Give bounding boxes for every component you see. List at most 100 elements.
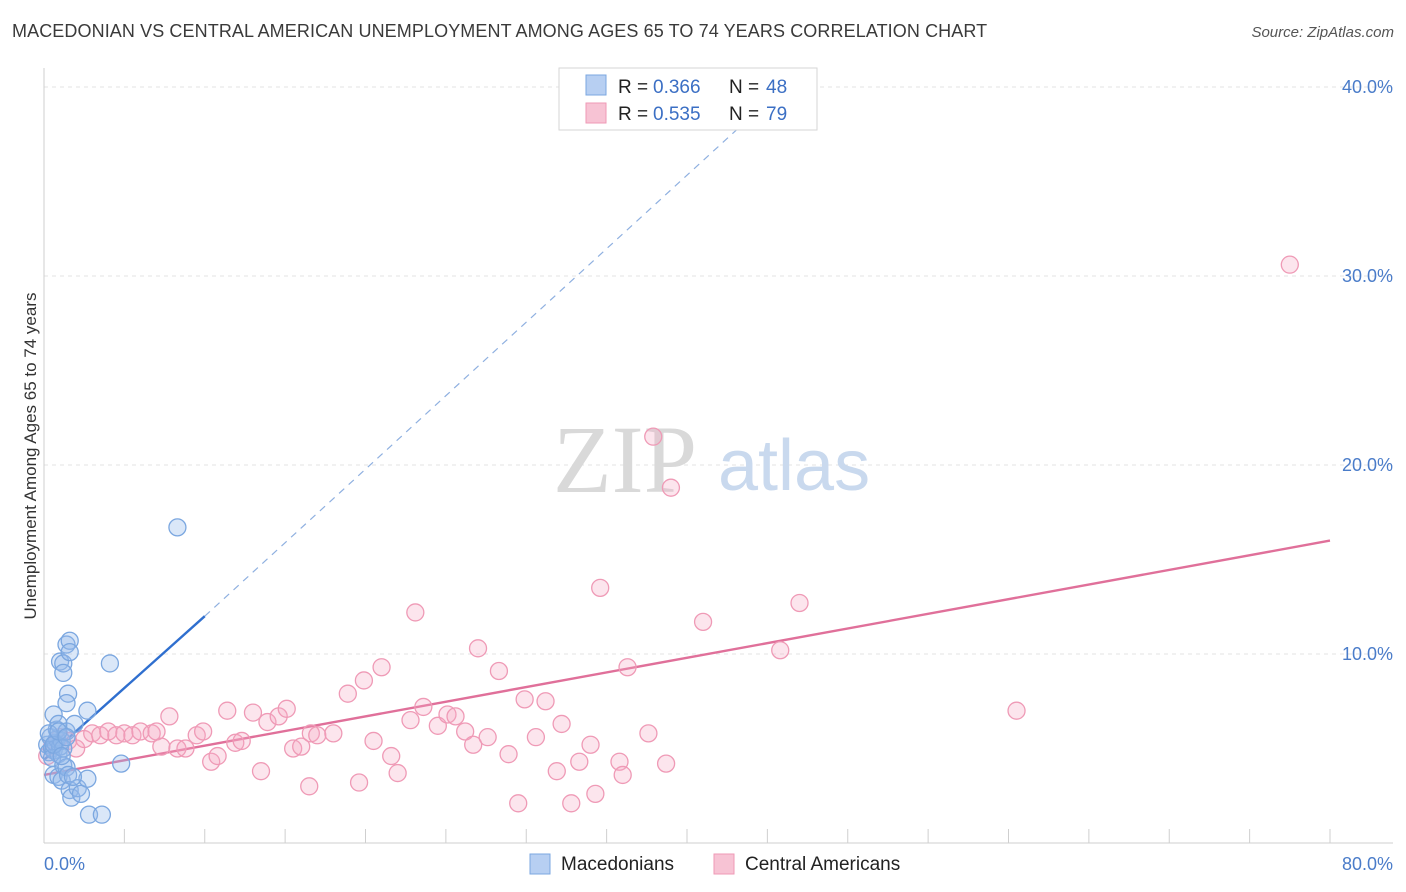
central-americans-point-15 <box>160 707 179 726</box>
central-americans-point-50 <box>464 735 483 754</box>
legend-n-label-pink: N = <box>729 104 759 125</box>
central-americans-point-22 <box>218 701 237 720</box>
central-americans-point-25 <box>243 703 263 722</box>
central-americans-point-61 <box>562 794 581 813</box>
central-americans-point-51 <box>468 639 488 658</box>
legend-r-label-pink: R = <box>618 104 648 125</box>
central-americans-point-59 <box>547 762 566 781</box>
central-americans-point-33 <box>301 724 320 743</box>
macedonians-point-40 <box>112 754 131 773</box>
watermark-atlas: atlas <box>718 426 870 506</box>
macedonians-point-38 <box>79 805 99 824</box>
macedonians-point-45 <box>52 746 71 766</box>
trend-lines <box>43 86 1331 777</box>
central-americans-point-63 <box>581 735 600 754</box>
macedonians-point-31 <box>57 758 76 777</box>
central-americans-point-40 <box>372 658 391 677</box>
central-americans-point-65 <box>591 578 610 597</box>
macedonians-point-37 <box>78 769 97 788</box>
series-legend: Macedonians Central Americans <box>529 853 900 875</box>
central-americans-point-73 <box>693 612 713 632</box>
macedonians-point-35 <box>68 779 87 798</box>
central-americans-point-38 <box>354 671 374 690</box>
central-americans-point-24 <box>232 731 251 751</box>
series-legend-swatch-macedonians <box>529 853 551 875</box>
central-americans-point-37 <box>349 773 369 792</box>
central-americans-point-44 <box>406 603 425 622</box>
central-americans-point-74 <box>771 641 790 660</box>
central-americans-point-64 <box>586 784 605 804</box>
legend-n-label-blue: N = <box>729 77 759 98</box>
central-americans-point-70 <box>644 427 663 446</box>
macedonians-point-36 <box>71 784 91 804</box>
legend-r-label-blue: R = <box>618 77 648 98</box>
legend-r-value-pink: 0.535 <box>653 104 701 125</box>
gridlines <box>44 86 1393 655</box>
central-americans-point-52 <box>478 728 497 747</box>
central-americans-point-45 <box>414 697 433 717</box>
central-americans-point-71 <box>656 754 676 773</box>
macedonians-point-17 <box>54 654 73 673</box>
central-americans-point-62 <box>570 752 589 771</box>
central-americans-point-34 <box>308 726 327 745</box>
central-americans-point-14 <box>152 737 171 756</box>
central-americans-point-21 <box>208 746 227 766</box>
macedonians-points <box>38 518 187 824</box>
central-americans-point-76 <box>1007 701 1026 720</box>
macedonians-point-34 <box>62 788 81 807</box>
y-tick-label-1: 20.0% <box>1342 455 1393 475</box>
central-americans-point-77 <box>1280 255 1299 274</box>
watermark-zip: ZIP <box>553 406 697 513</box>
chart-source: Source: ZipAtlas.com <box>1251 24 1394 41</box>
central-americans-point-36 <box>338 684 357 703</box>
macedonians-point-22 <box>58 684 78 703</box>
central-americans-point-67 <box>613 765 632 785</box>
central-americans-point-43 <box>401 711 420 730</box>
central-americans-point-72 <box>661 478 681 497</box>
central-americans-point-48 <box>446 707 465 726</box>
macedonians-trend-line <box>43 615 206 761</box>
legend-n-value-pink: 79 <box>766 104 787 125</box>
central-americans-point-39 <box>364 731 383 751</box>
macedonians-point-16 <box>50 652 70 671</box>
macedonians-trend-extension <box>204 86 784 617</box>
axes <box>43 68 1393 844</box>
central-americans-points <box>38 255 1299 813</box>
central-americans-point-54 <box>499 745 518 764</box>
macedonians-point-26 <box>100 654 120 673</box>
macedonians-point-12 <box>44 705 63 724</box>
x-tick-label-min: 0.0% <box>44 854 85 874</box>
y-tick-label-2: 30.0% <box>1342 266 1393 286</box>
y-axis-label: Unemployment Among Ages 65 to 74 years <box>21 293 40 620</box>
central-americans-point-29 <box>277 699 296 718</box>
macedonians-point-41 <box>168 518 187 537</box>
y-tick-labels: 10.0% 20.0% 30.0% 40.0% <box>1342 77 1393 664</box>
central-americans-point-41 <box>382 746 401 766</box>
macedonians-point-39 <box>92 805 112 824</box>
central-americans-point-19 <box>193 722 213 741</box>
central-americans-point-56 <box>515 690 534 709</box>
x-tick-label-max: 80.0% <box>1342 854 1393 874</box>
legend-swatch-blue <box>585 74 607 96</box>
central-americans-point-49 <box>456 722 475 741</box>
x-ticks <box>43 829 1331 843</box>
central-americans-point-75 <box>790 593 809 613</box>
y-tick-label-0: 10.0% <box>1342 644 1393 664</box>
central-americans-point-60 <box>552 714 571 734</box>
central-americans-point-11 <box>131 722 150 741</box>
central-americans-point-26 <box>251 762 271 781</box>
series-legend-label-macedonians: Macedonians <box>561 854 674 875</box>
y-tick-label-3: 40.0% <box>1342 77 1393 97</box>
central-americans-trend-line <box>43 539 1331 777</box>
legend-n-value-blue: 48 <box>766 77 787 98</box>
central-americans-point-17 <box>176 739 195 758</box>
macedonians-point-20 <box>60 642 79 662</box>
chart-title: MACEDONIAN VS CENTRAL AMERICAN UNEMPLOYM… <box>12 21 988 41</box>
central-americans-point-57 <box>526 728 546 747</box>
macedonians-point-47 <box>63 767 83 786</box>
legend-r-value-blue: 0.366 <box>653 77 701 98</box>
central-americans-point-42 <box>388 763 407 783</box>
macedonians-point-46 <box>57 728 76 747</box>
central-americans-point-55 <box>509 794 528 813</box>
